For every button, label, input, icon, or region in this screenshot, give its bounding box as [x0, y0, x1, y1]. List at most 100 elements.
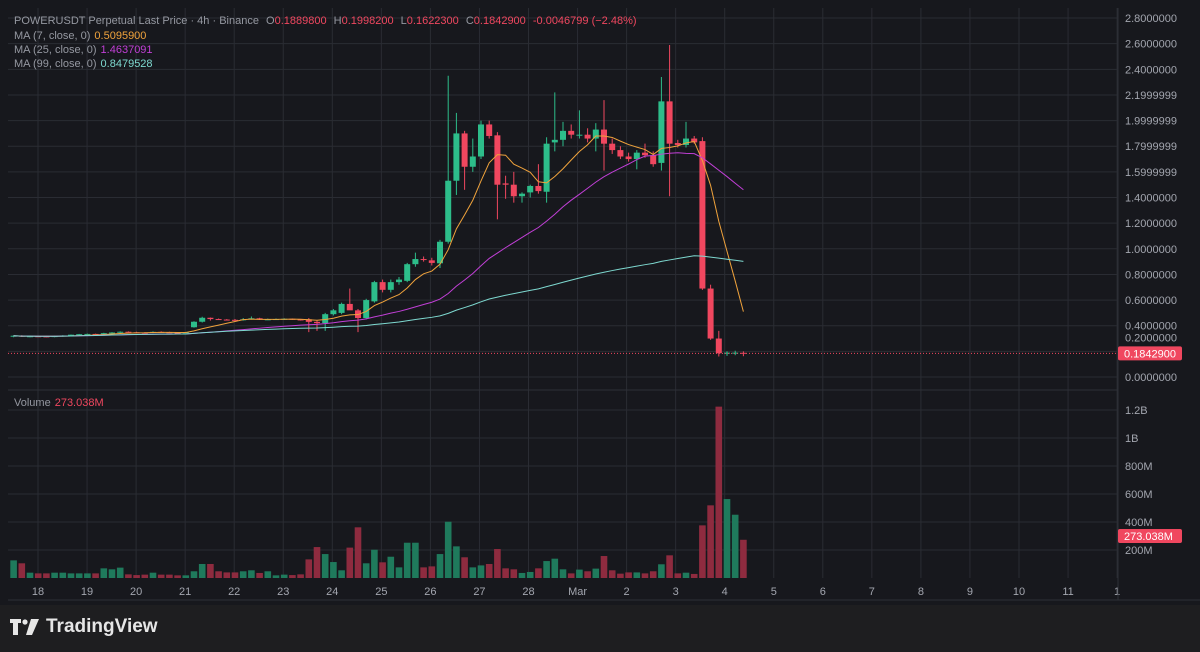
time-tick-label: 27 [473, 586, 485, 598]
volume-bar [600, 556, 608, 578]
candle-body [371, 282, 378, 302]
volume-bar [297, 574, 304, 578]
volume-bar [518, 572, 526, 578]
candle-body [584, 134, 591, 139]
candle-body [428, 260, 435, 263]
volume-bar [92, 573, 99, 578]
volume-bar [346, 547, 354, 578]
candle-body [363, 300, 370, 319]
volume-bar [625, 572, 632, 578]
candle-body [387, 282, 394, 290]
volume-bar [469, 567, 477, 578]
volume-bar [403, 542, 411, 578]
time-tick-label: 7 [869, 586, 875, 598]
volume-bar [141, 574, 149, 578]
open-label: O [266, 15, 275, 27]
volume-bar [371, 549, 378, 578]
candle-body [601, 129, 607, 144]
volume-bar [157, 574, 165, 578]
symbol-legend: POWERUSDT Perpetual Last Price · 4h · Bi… [14, 15, 641, 28]
candle-body [683, 138, 689, 145]
price-tick-label: 0.6000000 [1125, 295, 1177, 307]
candle-body [35, 336, 42, 338]
volume-bar [330, 562, 337, 578]
candle-body [732, 352, 739, 354]
candle-body [453, 133, 460, 181]
price-tick-label: 1.2000000 [1125, 218, 1177, 230]
candle-body [207, 317, 214, 320]
volume-bar [18, 563, 26, 578]
time-tick-label: 24 [326, 586, 338, 598]
brand-name: TradingView [46, 616, 158, 637]
volume-bar [100, 568, 108, 578]
volume-bar [576, 569, 583, 578]
candle-body [691, 138, 698, 143]
candle-body [469, 156, 476, 167]
volume-bar [674, 573, 682, 578]
ma25-label: MA (25, close, 0) [14, 44, 97, 56]
price-tick-label: 1.4000000 [1125, 193, 1177, 205]
volume-bar [108, 569, 116, 578]
time-tick-label: 6 [820, 586, 826, 598]
candle-body [68, 334, 74, 336]
time-tick-label: 3 [673, 586, 679, 598]
candle-body [642, 152, 648, 156]
volume-bar [649, 571, 657, 578]
volume-bar [43, 573, 50, 578]
last-volume-label: 273.038M [1124, 531, 1173, 543]
time-tick-label: 1 [1114, 586, 1120, 598]
ma-line-7 [13, 135, 744, 337]
candle-body [510, 184, 517, 197]
volume-bar [313, 547, 321, 578]
volume-bar [535, 568, 542, 578]
volume-tick-label: 600M [1125, 489, 1153, 501]
volume-legend[interactable]: Volume 273.038M [14, 397, 108, 410]
price-tick-label: 0.8000000 [1125, 269, 1177, 281]
volume-bar [699, 525, 706, 578]
price-tick-label: 1.0000000 [1125, 244, 1177, 256]
volume-bar [231, 572, 239, 578]
ma7-legend[interactable]: MA (7, close, 0) 0.5095900 [14, 30, 150, 43]
candle-body [346, 303, 353, 311]
volume-bar [428, 566, 436, 578]
candle-body [322, 314, 329, 324]
candle-body [412, 259, 419, 265]
candle-body [461, 133, 468, 167]
candle-body [305, 319, 312, 322]
volume-tick-label: 1B [1125, 433, 1138, 445]
ma99-value: 0.8479528 [100, 58, 153, 70]
ma25-legend[interactable]: MA (25, close, 0) 1.4637091 [14, 44, 157, 57]
candle-body [576, 134, 583, 136]
volume-bar [707, 505, 714, 578]
candle-body [609, 143, 616, 151]
candle-body [724, 352, 730, 354]
volume-bar [444, 521, 452, 578]
candle-body [199, 317, 206, 322]
volume-bar [690, 573, 698, 578]
volume-bar [10, 560, 17, 578]
candle-body [617, 150, 624, 157]
candle-body [707, 288, 714, 339]
high-label: H [333, 15, 342, 27]
ma99-legend[interactable]: MA (99, close, 0) 0.8479528 [14, 58, 157, 71]
volume-bar [641, 573, 649, 578]
low-value: 0.1622300 [406, 15, 459, 27]
candle-body [420, 259, 427, 261]
candle-body [592, 129, 599, 139]
volume-bar [354, 527, 362, 578]
candle-body [527, 185, 534, 193]
candle-body [519, 193, 525, 197]
volume-bar [502, 568, 509, 578]
price-tick-label: 1.5999999 [1125, 167, 1177, 179]
volume-bar [289, 575, 296, 578]
tradingview-logo[interactable]: TradingView [10, 616, 158, 638]
time-tick-label: 26 [424, 586, 436, 598]
volume-bar [190, 571, 198, 578]
volume-bar [51, 572, 58, 578]
tradingview-logo-icon [10, 619, 39, 635]
candle-body [125, 331, 132, 333]
chart-area[interactable]: 0.0000000 0.2000000 0.4000000 0.6000000 0.80… [0, 0, 1200, 605]
volume-bar [264, 571, 272, 578]
volume-bar [461, 557, 468, 578]
